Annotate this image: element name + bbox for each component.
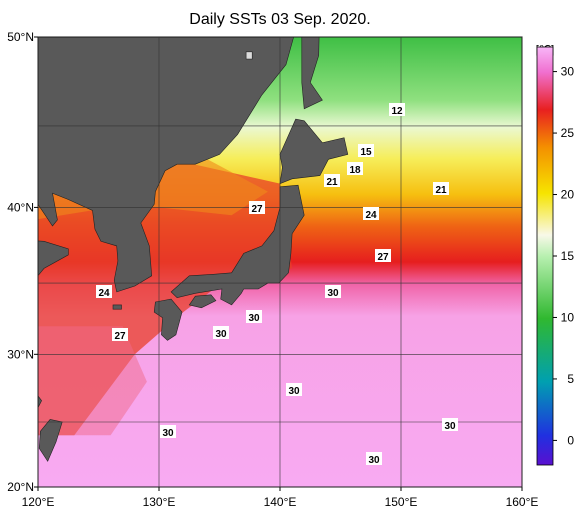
shikoku [188, 294, 217, 309]
contour-label: 30 [288, 386, 300, 397]
lat-tick-label: 30°N [7, 347, 34, 361]
contour-label: 24 [365, 210, 377, 221]
sakhalin [301, 37, 323, 110]
lon-tick-label: 140°E [264, 495, 297, 509]
honshu [170, 184, 305, 306]
colorbar-tick-label: 5 [567, 372, 574, 386]
contour-label-box [389, 103, 405, 116]
lon-tick-label: 160°E [506, 495, 539, 509]
lon-tick-label: 150°E [385, 495, 418, 509]
contour-label: 27 [114, 331, 126, 342]
contour-label: 30 [444, 421, 456, 432]
contour-label: 15 [360, 147, 372, 158]
map-title: Daily SSTs 03 Sep. 2020. [189, 11, 370, 28]
lat-tick-label: 50°N [7, 30, 34, 44]
colorbar-scale [536, 46, 554, 466]
contour-label-box [324, 174, 340, 187]
contour-label-box [286, 383, 302, 396]
contour-label: 30 [327, 288, 339, 299]
colorbar-tick-label: 0 [567, 433, 574, 447]
colorbar-tick-label: 20 [561, 188, 575, 202]
contour-label: 24 [98, 288, 110, 299]
contour-label-box [363, 207, 379, 220]
contour-label-box [442, 418, 458, 431]
contour-label: 21 [326, 177, 338, 188]
lake [245, 51, 253, 60]
contour-label-box [249, 201, 265, 214]
contour-label: 21 [435, 185, 447, 196]
contour-label-box [366, 452, 382, 465]
contour-label-box [433, 182, 449, 195]
contour-label: 18 [349, 165, 361, 176]
contour-label-box [358, 144, 374, 157]
contour-label-box [347, 162, 363, 175]
contour-label: 27 [377, 252, 389, 263]
contour-label-box [213, 326, 229, 339]
lon-tick-label: 120°E [22, 495, 55, 509]
warm-water [38, 326, 147, 436]
kyushu [153, 298, 183, 341]
contour-label: 30 [248, 313, 260, 324]
contour-label: 27 [251, 204, 263, 215]
colorbar-tick-label: 30 [561, 65, 575, 79]
lon-tick-label: 130°E [143, 495, 176, 509]
contour-label-box [96, 285, 112, 298]
contour-label-box [375, 249, 391, 262]
contour-label-box [112, 328, 128, 341]
contour-label: 30 [215, 329, 227, 340]
contour-label: 12 [391, 106, 403, 117]
contour-label-box [325, 285, 341, 298]
lat-tick-label: 20°N [7, 480, 34, 494]
colorbar-tick-label: 25 [561, 126, 575, 140]
south-china [38, 395, 42, 409]
lat-tick-label: 40°N [7, 200, 34, 214]
colorbar-tick-label: 15 [561, 249, 575, 263]
contour-label: 30 [162, 428, 174, 439]
shandong [38, 240, 69, 277]
jeju [112, 304, 122, 310]
colorbar-tick-label: 10 [561, 310, 575, 324]
hokkaido [279, 118, 349, 185]
mainland [38, 37, 294, 293]
contour-label-box [246, 310, 262, 323]
map-area [38, 37, 522, 487]
contour-label-box [160, 425, 176, 438]
contour-label: 30 [368, 455, 380, 466]
